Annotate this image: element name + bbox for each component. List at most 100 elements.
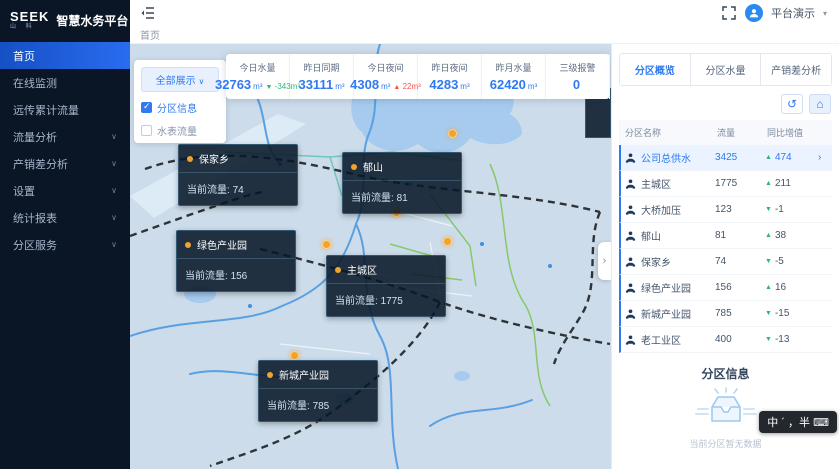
- zone-row-flow: 123: [715, 204, 732, 215]
- sidebar-item-label: 分区服务: [13, 239, 57, 252]
- username[interactable]: 平台演示: [770, 8, 815, 20]
- zone-row-name: 郁山: [641, 232, 661, 243]
- main-column: 平台演示 ▾ 首页: [130, 0, 839, 469]
- user-menu-caret-icon[interactable]: ▾: [822, 8, 827, 18]
- zone-row-name: 保家乡: [641, 258, 671, 269]
- zone-row-flow: 400: [715, 334, 732, 345]
- sidebar-item-label: 产销差分析: [13, 158, 68, 171]
- zone-flow-tooltip[interactable]: 绿色产业园 当前流量: 156: [176, 230, 296, 292]
- table-row[interactable]: 郁山 81 ▲ 38 ›: [619, 223, 832, 249]
- flow-point-marker[interactable]: [443, 237, 452, 246]
- flow-point-marker[interactable]: [322, 240, 331, 249]
- zone-name: 保家乡: [199, 155, 229, 166]
- table-row[interactable]: 绿色产业园 156 ▲ 16 ›: [619, 275, 832, 301]
- flow-label: 当前流量:: [185, 271, 231, 282]
- delta-arrow-icon: ▲: [765, 154, 772, 161]
- zone-row-delta: 211: [774, 178, 791, 189]
- zone-group-icon: [625, 152, 636, 163]
- sidebar-collapse-icon[interactable]: [140, 5, 156, 21]
- sidebar-item[interactable]: 流量分析 ∨: [0, 123, 130, 150]
- zone-name: 新城产业园: [279, 371, 329, 382]
- flow-value: 156: [230, 271, 248, 282]
- zone-flow-tooltip[interactable]: 保家乡 当前流量: 74: [178, 144, 298, 206]
- map-canvas[interactable]: 全部展示 ∨ 分区信息 水表流量 今日水量: [130, 44, 611, 469]
- sidebar-item[interactable]: 在线监测 ∨: [0, 69, 130, 96]
- zone-row-flow: 1775: [715, 178, 738, 189]
- breadcrumb[interactable]: 首页: [140, 31, 160, 42]
- panel-expand-handle[interactable]: ›: [598, 242, 611, 280]
- zone-panel-tab[interactable]: 产销差分析: [760, 54, 831, 85]
- kpi-card: 三级报警 0 ▲: [546, 54, 610, 99]
- zone-row-name: 新城产业园: [641, 310, 691, 321]
- header-flow: 流量: [717, 128, 736, 138]
- layer-checkbox-option[interactable]: 水表流量: [141, 123, 219, 138]
- table-row[interactable]: 老工业区 400 ▼ -13 ›: [619, 327, 832, 353]
- home-button[interactable]: ⌂: [809, 94, 831, 114]
- sidebar-item[interactable]: 分区服务 ∨: [0, 231, 130, 258]
- zone-panel-tab[interactable]: 分区水量: [689, 54, 761, 85]
- kpi-label: 昨日同期: [303, 63, 340, 73]
- flow-point-marker[interactable]: [290, 351, 299, 360]
- kpi-label: 昨月水量: [495, 63, 532, 73]
- sidebar-item[interactable]: 远传累计流量 ∨: [0, 96, 130, 123]
- kpi-card: 今日夜间 4308 m³ ▲ 22m³: [350, 54, 421, 99]
- sidebar-item-label: 统计报表: [13, 212, 57, 225]
- kpi-value: 32763: [215, 77, 252, 92]
- zone-group-icon: [625, 178, 636, 189]
- zone-table: 分区名称 流量 同比增值 公司总供水 3425: [619, 120, 832, 353]
- dropdown-caret-icon: ∨: [198, 77, 205, 86]
- chevron-down-icon: ∨: [111, 159, 117, 168]
- table-row[interactable]: 保家乡 74 ▼ -5 ›: [619, 249, 832, 275]
- avatar[interactable]: [744, 4, 763, 22]
- layer-checkbox-option[interactable]: 分区信息: [141, 100, 219, 115]
- sidebar-item[interactable]: 统计报表 ∨: [0, 204, 130, 231]
- zone-info-title: 分区信息: [701, 367, 750, 381]
- zone-flow-tooltip[interactable]: 主城区 当前流量: 1775: [326, 255, 446, 317]
- table-row[interactable]: 新城产业园 785 ▼ -15 ›: [619, 301, 832, 327]
- flow-label: 当前流量:: [187, 185, 233, 196]
- brand-logo: SEEK 山 科 智慧水务平台: [0, 0, 130, 40]
- checkbox-icon[interactable]: [141, 101, 152, 113]
- zone-group-icon: [625, 230, 636, 241]
- sidebar-item[interactable]: 首页 ∨: [0, 42, 130, 69]
- kpi-unit: m³: [527, 82, 538, 91]
- tab-label: 产销差分析: [771, 66, 822, 77]
- checkbox-icon[interactable]: [141, 125, 152, 136]
- kpi-delta: ▲ 22m³: [393, 82, 420, 91]
- empty-state-text: 当前分区暂无数据: [689, 439, 762, 449]
- delta-arrow-icon: ▼: [765, 258, 772, 265]
- ime-toolbar-text: 中 ´ ，半 ⌨: [767, 417, 829, 429]
- zone-group-icon: [625, 308, 636, 319]
- kpi-value: 62420: [489, 77, 526, 92]
- table-row[interactable]: 大桥加压 123 ▼ -1 ›: [619, 197, 832, 223]
- zone-row-delta: -15: [774, 308, 790, 319]
- delta-arrow-icon: ▲: [393, 84, 401, 91]
- sidebar-item[interactable]: 设置 ∨: [0, 177, 130, 204]
- reset-button[interactable]: ↺: [781, 94, 803, 114]
- zone-row-name: 主城区: [641, 180, 671, 191]
- zone-row-flow: 74: [715, 256, 727, 267]
- kpi-unit: m³: [253, 82, 263, 91]
- tab-label: 分区概览: [634, 66, 675, 77]
- kpi-label: 三级报警: [559, 63, 596, 73]
- ime-toolbar[interactable]: 中 ´ ，半 ⌨: [759, 411, 837, 433]
- sidebar-item[interactable]: 产销差分析 ∨: [0, 150, 130, 177]
- flow-point-marker[interactable]: [448, 129, 457, 138]
- chevron-down-icon: ∨: [111, 186, 117, 195]
- delta-arrow-icon: ▲: [765, 232, 772, 239]
- zone-flow-tooltip[interactable]: 郁山 当前流量: 81: [342, 152, 462, 214]
- fullscreen-icon[interactable]: [721, 5, 737, 21]
- zone-row-name: 公司总供水: [641, 154, 691, 165]
- kpi-card: 昨日夜间 4283 m³ ▲: [418, 54, 482, 99]
- delta-arrow-icon: ▼: [265, 84, 273, 91]
- layer-filter-dropdown[interactable]: 全部展示 ∨: [141, 67, 219, 92]
- zone-flow-tooltip[interactable]: 新城产业园 当前流量: 785: [258, 360, 378, 422]
- zone-marker-icon: [351, 163, 357, 170]
- zone-row-name: 绿色产业园: [641, 284, 691, 295]
- zone-panel-tab[interactable]: 分区概览: [620, 54, 690, 85]
- table-row[interactable]: 主城区 1775 ▲ 211 ›: [619, 171, 832, 197]
- zone-name: 绿色产业园: [197, 241, 247, 252]
- kpi-card: 昨月水量 62420 m³ ▲: [482, 54, 546, 99]
- zone-row-flow: 81: [715, 230, 727, 241]
- table-row[interactable]: 公司总供水 3425 ▲ 474 ›: [619, 145, 832, 171]
